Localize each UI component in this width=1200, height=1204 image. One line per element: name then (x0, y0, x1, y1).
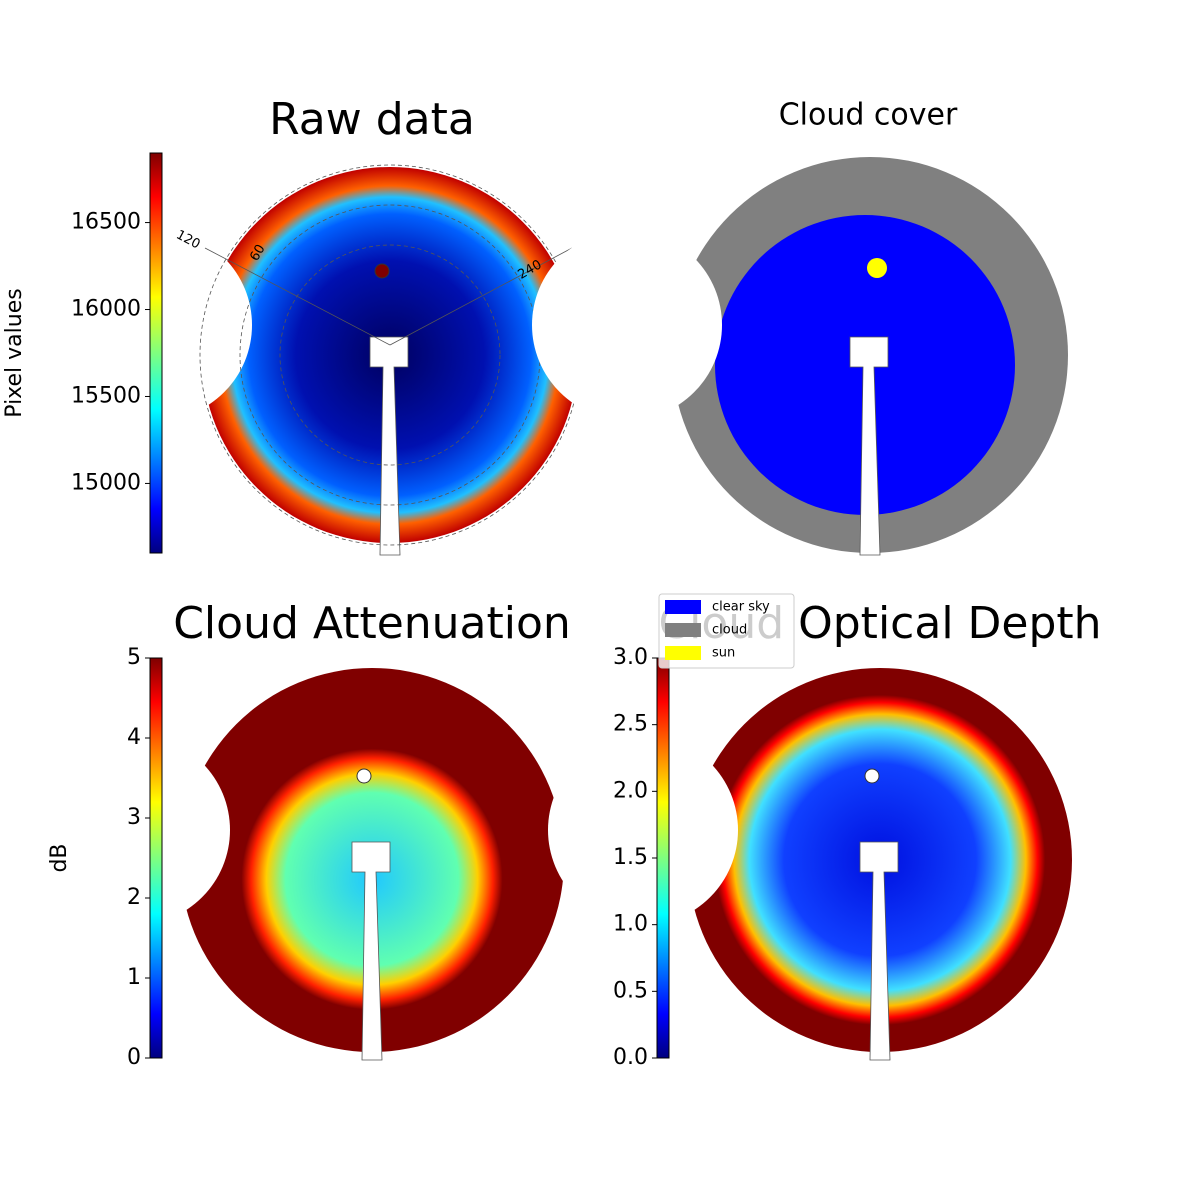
mast-mask (849, 336, 889, 556)
sun-mask (864, 768, 880, 784)
legend-swatch (665, 646, 701, 660)
colorbar-tick-label: 16500 (71, 210, 141, 235)
horizon-mask (532, 230, 722, 420)
mask-outside (192, 157, 588, 167)
mask-outside (678, 658, 1082, 668)
colorbar-tick-label: 0.0 (613, 1045, 648, 1070)
mast-mask (351, 841, 391, 1061)
colorbar (149, 152, 163, 554)
panel-title: Raw data (269, 94, 475, 145)
colorbar-tick-label: 4 (127, 725, 141, 750)
colorbar-label: Pixel values (2, 288, 27, 417)
colorbar-tick-label: 16000 (71, 297, 141, 322)
polar-grid (279, 244, 501, 466)
horizon-mask (40, 735, 230, 925)
panel-title: Cloud cover (779, 98, 958, 133)
mast-mask (369, 336, 409, 556)
panel-title: Cloud Attenuation (173, 598, 571, 649)
sun-mask (374, 263, 390, 279)
legend: clear sky cloud sun (658, 593, 795, 669)
sun-region (867, 258, 887, 278)
colorbar (656, 657, 670, 1059)
sun-mask (356, 768, 372, 784)
colorbar-label: dB (47, 843, 72, 872)
legend-swatch (665, 623, 701, 637)
colorbar-tick-label: 2 (127, 885, 141, 910)
colorbar-tick-label: 3.0 (613, 645, 648, 670)
polar-spoke (204, 247, 391, 346)
legend-label: clear sky (712, 600, 770, 615)
mask-outside (662, 147, 1078, 157)
horizon-mask (548, 735, 738, 925)
legend-swatch (665, 600, 701, 614)
mast-mask (859, 841, 899, 1061)
colorbar-tick-label: 2.5 (613, 712, 648, 737)
polar-label: 60 (247, 242, 268, 264)
colorbar-tick-label: 2.0 (613, 778, 648, 803)
colorbar-tick-label: 1.0 (613, 912, 648, 937)
colorbar-tick-label: 3 (127, 805, 141, 830)
colorbar-tick-label: 1 (127, 965, 141, 990)
legend-label: sun (712, 646, 735, 661)
mask-outside (170, 658, 574, 668)
colorbar (149, 657, 163, 1059)
colorbar-tick-label: 0.5 (613, 978, 648, 1003)
colorbar-tick-label: 0 (127, 1045, 141, 1070)
colorbar-tick-label: 15500 (71, 383, 141, 408)
legend-label: cloud (712, 623, 747, 638)
colorbar-tick-label: 15000 (71, 470, 141, 495)
colorbar-tick-label: 5 (127, 645, 141, 670)
polar-spoke (389, 247, 573, 346)
colorbar-tick-label: 1.5 (613, 845, 648, 870)
